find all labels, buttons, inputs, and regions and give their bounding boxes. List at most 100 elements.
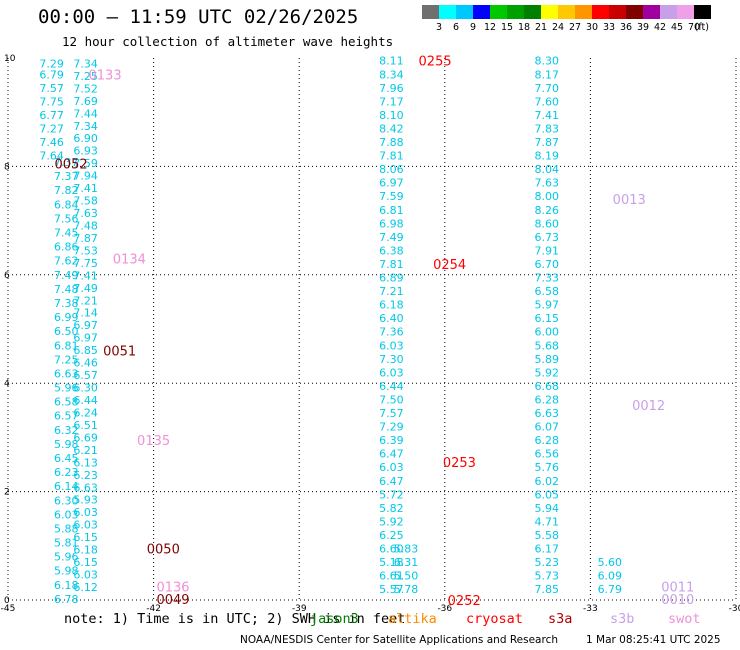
satellite-legend-item: jason3 xyxy=(310,611,359,627)
wave-height-value: 7.56 xyxy=(54,212,79,225)
colorbar-tick-label: 70 xyxy=(688,22,700,33)
colorbar-swatch xyxy=(677,5,694,19)
wave-height-value: 5.68 xyxy=(534,339,559,352)
wave-height-value: 6.13 xyxy=(73,456,98,469)
orbit-number-label: 0010 xyxy=(661,593,694,608)
wave-height-value: 6.50 xyxy=(54,325,79,338)
wave-height-value: 6.73 xyxy=(534,231,559,244)
wave-height-value: 6.03 xyxy=(73,569,98,582)
y-tick-label: 2 xyxy=(4,488,10,498)
wave-height-value: 5.23 xyxy=(534,556,559,569)
wave-height-value: 7.58 xyxy=(73,195,98,208)
colorbar-tick-label: 39 xyxy=(637,22,649,33)
wave-height-value: 6.18 xyxy=(73,544,98,557)
wave-height-value: 7.75 xyxy=(39,95,64,108)
wave-height-value: 7.21 xyxy=(379,285,404,298)
wave-height-value: 7.49 xyxy=(54,269,79,282)
wave-height-value: 6.03 xyxy=(54,508,79,521)
wave-height-value: 7.34 xyxy=(73,120,98,133)
wave-height-value: 7.29 xyxy=(379,421,404,434)
wave-height-value: 5.97 xyxy=(534,299,559,312)
orbit-number-label: 0135 xyxy=(137,434,170,449)
wave-height-value: 8.06 xyxy=(379,163,404,176)
orbit-number-label: 0050 xyxy=(147,543,180,558)
y-tick-label: 4 xyxy=(4,379,10,389)
wave-height-value: 6.38 xyxy=(379,244,404,257)
colorbar-swatch xyxy=(422,5,439,19)
wave-height-value: 7.48 xyxy=(54,283,79,296)
wave-height-value: 7.37 xyxy=(54,156,79,169)
wave-height-value: 6.09 xyxy=(598,570,623,583)
wave-height-value: 6.77 xyxy=(39,109,64,122)
colorbar-tick-label: 6 xyxy=(453,22,459,33)
wave-height-value: 6.31 xyxy=(394,556,419,569)
wave-height-value: 5.92 xyxy=(379,515,404,528)
wave-height-value: 6.17 xyxy=(534,543,559,556)
colorbar-tick-label: 30 xyxy=(586,22,598,33)
wave-height-value: 5.96 xyxy=(54,551,79,564)
wave-height-value: 7.70 xyxy=(534,82,559,95)
footer-credit: NOAA/NESDIS Center for Satellite Applica… xyxy=(240,634,558,646)
wave-height-value: 7.25 xyxy=(54,353,79,366)
wave-height-value: 6.03 xyxy=(379,339,404,352)
wave-height-value: 6.98 xyxy=(379,217,404,230)
wave-height-value: 6.90 xyxy=(73,132,98,145)
wave-height-value: 6.69 xyxy=(73,431,98,444)
wave-height-value: 7.53 xyxy=(73,244,98,257)
wave-height-value: 7.34 xyxy=(73,57,98,70)
wave-height-value: 8.60 xyxy=(534,217,559,230)
wave-height-value: 7.91 xyxy=(534,244,559,257)
wave-height-value: 6.47 xyxy=(379,448,404,461)
wave-height-value: 6.18 xyxy=(379,299,404,312)
wave-height-value: 6.51 xyxy=(73,419,98,432)
wave-height-value: 6.58 xyxy=(534,285,559,298)
wave-height-value: 5.94 xyxy=(534,502,559,515)
satellite-legend-item: cryosat xyxy=(466,611,523,627)
wave-height-value: 6.14 xyxy=(54,480,79,493)
wave-height-value: 6.02 xyxy=(534,475,559,488)
color-scale-bar: 3 6 9 12 15 18 21 24 27 30 33 36 39 42 45 70(ft) xyxy=(422,5,711,33)
wave-height-value: 6.28 xyxy=(534,434,559,447)
wave-height-value: 5.98 xyxy=(54,438,79,451)
wave-height-value: 7.82 xyxy=(54,184,79,197)
colorbar-swatch xyxy=(609,5,626,19)
wave-height-value: 8.26 xyxy=(534,204,559,217)
wave-height-value: 7.14 xyxy=(73,307,98,320)
wave-height-value: 5.81 xyxy=(54,537,79,550)
wave-height-value: 6.46 xyxy=(73,357,98,370)
x-tick-label: -42 xyxy=(146,604,161,614)
colorbar-swatch xyxy=(558,5,575,19)
wave-height-value: 7.59 xyxy=(73,157,98,170)
wave-height-value: 7.36 xyxy=(379,326,404,339)
wave-height-value: 7.75 xyxy=(73,257,98,270)
wave-height-value: 6.68 xyxy=(534,380,559,393)
wave-height-value: 5.58 xyxy=(534,529,559,542)
orbit-number-label: 0051 xyxy=(103,345,136,360)
colorbar-swatch xyxy=(541,5,558,19)
wave-height-value: 6.84 xyxy=(54,198,79,211)
orbit-number-label: 0252 xyxy=(448,594,481,609)
wave-height-value: 6.24 xyxy=(73,406,98,419)
wave-height-value: 7.81 xyxy=(379,258,404,271)
wave-height-value: 5.93 xyxy=(73,494,98,507)
wave-height-value: 4.71 xyxy=(534,515,559,528)
wave-height-value: 6.03 xyxy=(379,461,404,474)
colorbar-swatch xyxy=(473,5,490,19)
wave-height-value: 6.18 xyxy=(54,579,79,592)
wave-height-value: 6.15 xyxy=(73,556,98,569)
wave-height-value: 7.37 xyxy=(54,170,79,183)
wave-height-value: 7.29 xyxy=(39,57,64,70)
colorbar-tick-label: 27 xyxy=(569,22,581,33)
colorbar-swatch xyxy=(507,5,524,19)
wave-height-value: 5.96 xyxy=(54,382,79,395)
wave-height-value: 5.72 xyxy=(379,488,404,501)
y-tick-label: 0 xyxy=(4,596,10,606)
colorbar-unit-label: (ft) xyxy=(695,22,709,33)
wave-height-value: 6.40 xyxy=(379,312,404,325)
wave-height-value: 5.88 xyxy=(54,522,79,535)
y-tick-label: 6 xyxy=(4,271,10,281)
wave-height-value: 7.69 xyxy=(73,95,98,108)
wave-height-value: 5.89 xyxy=(534,353,559,366)
wave-height-value: 7.49 xyxy=(73,282,98,295)
